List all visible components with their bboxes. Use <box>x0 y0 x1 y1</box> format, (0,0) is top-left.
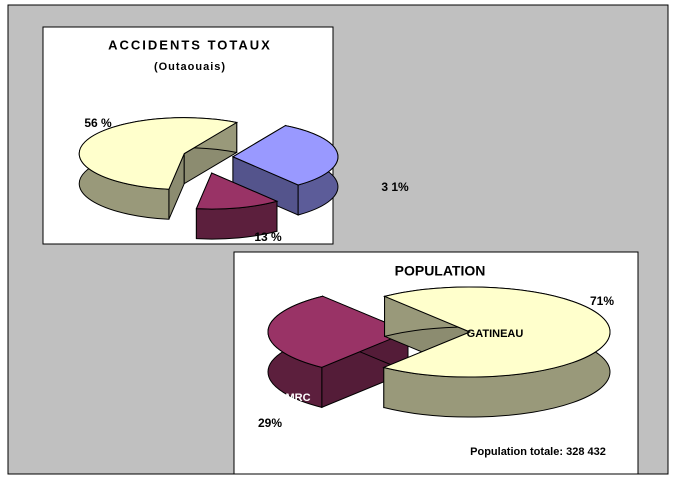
pie-slice <box>195 172 279 240</box>
value-label: 56 % <box>84 116 112 130</box>
pie-slice <box>78 117 239 220</box>
pie-slice <box>382 286 611 418</box>
category-label: MRC <box>285 392 310 404</box>
chart-title: POPULATION <box>395 263 486 279</box>
value-label: 71% <box>590 294 614 308</box>
chart-title: ACCIDENTS TOTAUX <box>108 37 272 52</box>
chart-subtitle: (Outaouais) <box>154 61 226 73</box>
value-label: 29% <box>258 416 282 430</box>
slice-top <box>195 172 279 210</box>
value-label: 13 % <box>254 230 282 244</box>
slice-top <box>267 295 410 368</box>
slice-top <box>382 286 611 378</box>
slice-top <box>78 117 239 190</box>
pie-slice <box>231 124 339 216</box>
category-label: GATINEAU <box>467 328 524 340</box>
pie-slice <box>267 295 410 409</box>
slice-top <box>231 125 339 186</box>
value-label: 3 1% <box>381 180 409 194</box>
annotation: Population totale: 328 432 <box>470 446 606 458</box>
